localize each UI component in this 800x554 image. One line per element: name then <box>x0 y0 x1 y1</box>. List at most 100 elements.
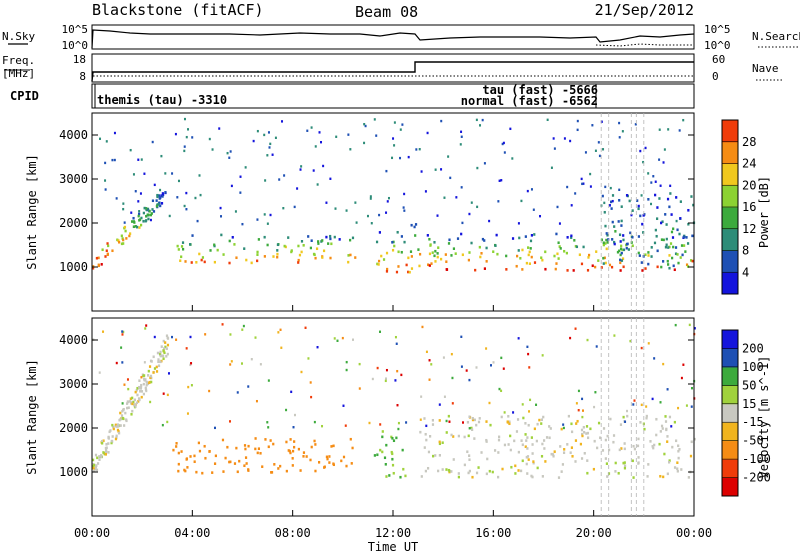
power-cell <box>313 253 316 257</box>
power-cell <box>347 254 350 257</box>
velocity-cell <box>336 339 339 342</box>
velocity-cell <box>272 442 275 446</box>
power-cell <box>519 256 522 260</box>
power-cell <box>137 158 140 161</box>
power-cell <box>160 202 164 205</box>
power-cell <box>500 179 503 182</box>
power-cell <box>164 191 167 194</box>
velocity-cell <box>540 418 543 422</box>
velocity-cell <box>658 442 661 446</box>
power-cell <box>518 236 521 240</box>
power-cell <box>563 137 566 140</box>
power-cell <box>445 260 448 264</box>
velocity-cell <box>428 359 431 362</box>
power-cell <box>209 249 212 252</box>
power-cell <box>653 241 657 245</box>
velocity-cell <box>689 454 693 458</box>
date-label: 21/Sep/2012 <box>595 1 694 19</box>
velocity-cell <box>100 454 103 457</box>
power-cell <box>668 254 671 257</box>
velocity-cell <box>148 365 152 368</box>
velocity-cell <box>419 430 422 434</box>
power-cell <box>515 264 518 268</box>
velocity-cell <box>162 357 165 361</box>
velocity-cell <box>583 430 586 434</box>
power-cell <box>139 223 143 227</box>
velocity-cell <box>500 356 503 360</box>
velocity-cell <box>160 345 163 348</box>
velocity-cell <box>582 409 585 412</box>
power-cell <box>520 199 523 203</box>
power-cell <box>429 244 432 247</box>
power-cell <box>218 127 221 130</box>
power-cell <box>481 118 484 122</box>
velocity-cell <box>345 368 348 372</box>
velocity-cell <box>428 378 431 381</box>
freq-trace <box>91 61 694 82</box>
velocity-cell <box>270 471 274 474</box>
velocity-cell <box>473 418 476 422</box>
power-cell <box>460 130 463 133</box>
power-cell <box>250 261 253 265</box>
power-cell <box>363 141 366 145</box>
power-cell <box>674 246 678 249</box>
power-cell <box>385 169 388 173</box>
velocity-cell <box>198 449 202 453</box>
velocity-cell <box>121 333 124 336</box>
velocity-cell <box>486 457 489 461</box>
power-cell <box>620 205 623 208</box>
velocity-cell <box>155 365 158 369</box>
velocity-cell <box>175 445 178 448</box>
velocity-cell <box>121 402 124 405</box>
velocity-cell <box>425 438 428 442</box>
velocity-cell <box>163 351 166 355</box>
velocity-cell <box>136 386 139 390</box>
velocity-cell <box>211 471 214 474</box>
power-cell <box>604 242 607 245</box>
velocity-cell <box>213 462 217 465</box>
power-cell <box>570 236 573 239</box>
velocity-cell <box>690 440 693 444</box>
velocity-cell <box>144 388 148 392</box>
velocity-cell <box>96 456 99 460</box>
power-cell <box>566 185 569 189</box>
velocity-cell <box>390 450 393 454</box>
velocity-cell <box>111 435 114 438</box>
power-cell <box>611 238 614 241</box>
power-cell <box>511 237 515 240</box>
power-cell <box>505 268 508 271</box>
velocity-cell <box>587 436 590 440</box>
power-cell <box>226 151 229 155</box>
velocity-cell <box>509 434 512 438</box>
power-cell <box>302 244 305 247</box>
power-cell <box>216 248 219 252</box>
velocity-cell <box>445 431 448 434</box>
velocity-cell <box>624 420 627 423</box>
velocity-cell <box>666 388 669 391</box>
velocity-cell <box>186 412 189 415</box>
power-cell <box>393 144 396 147</box>
power-cell <box>483 267 487 270</box>
velocity-cell <box>497 438 501 442</box>
power-cell <box>687 208 690 212</box>
velocity-cell <box>121 416 124 420</box>
velocity-cell <box>666 472 669 476</box>
velocity-cell <box>241 328 244 331</box>
power-cell <box>687 222 690 226</box>
velocity-cell <box>618 448 621 452</box>
power-cell <box>647 251 650 254</box>
power-cell <box>208 137 211 141</box>
power-cell <box>276 243 280 247</box>
power-cell <box>440 168 443 171</box>
velocity-cell <box>620 447 623 450</box>
power-cell <box>530 234 533 237</box>
velocity-cell <box>96 462 100 465</box>
power-cell <box>495 233 498 237</box>
velocity-cell <box>309 381 312 384</box>
velocity-cell <box>105 446 108 450</box>
velocity-cell <box>592 467 596 471</box>
velocity-cell <box>470 426 473 430</box>
power-cell <box>676 228 679 232</box>
velocity-cell <box>530 474 533 478</box>
velocity-cell <box>384 379 387 383</box>
